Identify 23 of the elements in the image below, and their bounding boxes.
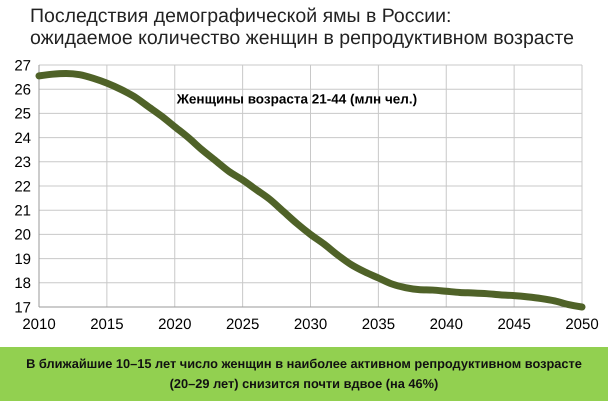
annotation: Женщины возраста 21-44 (млн чел.): [176, 92, 418, 107]
text: В ближайшие 10–15 лет число женщин в наиболее активном репродуктивном возрасте (20–29 лет) снизится почти вдвое (на 46%): [26, 356, 582, 391]
x-tick-label: 2035: [362, 316, 396, 333]
x-tick-label: 2040: [430, 316, 463, 333]
y-tick-label: 25: [14, 106, 31, 123]
x-tick-label: 2045: [497, 316, 531, 333]
y-tick-label: 23: [14, 154, 31, 172]
y-tick-label: 24: [14, 130, 31, 147]
x-tick-label: 2025: [226, 316, 260, 333]
chart-title: Последствия демографической ямы в России: ожидаемое количество женщин в репродуктивном возрасте: [30, 5, 574, 49]
y-tick-label: 18: [14, 275, 31, 292]
x-tick-label: 2010: [22, 316, 56, 333]
y-tick-label: 27: [14, 57, 31, 74]
x-tick-label: 2030: [294, 316, 328, 333]
y-tick-label: 22: [14, 178, 31, 196]
x-tick-label: 2015: [90, 316, 124, 333]
y-tick-label: 17: [14, 299, 31, 316]
x-tick-label: 2050: [565, 316, 599, 333]
y-tick-label: 20: [14, 226, 31, 244]
x-tick-label: 2020: [158, 316, 192, 333]
y-tick-label: 26: [14, 81, 31, 98]
y-tick-label: 19: [14, 250, 31, 268]
y-tick-label: 21: [14, 202, 31, 220]
